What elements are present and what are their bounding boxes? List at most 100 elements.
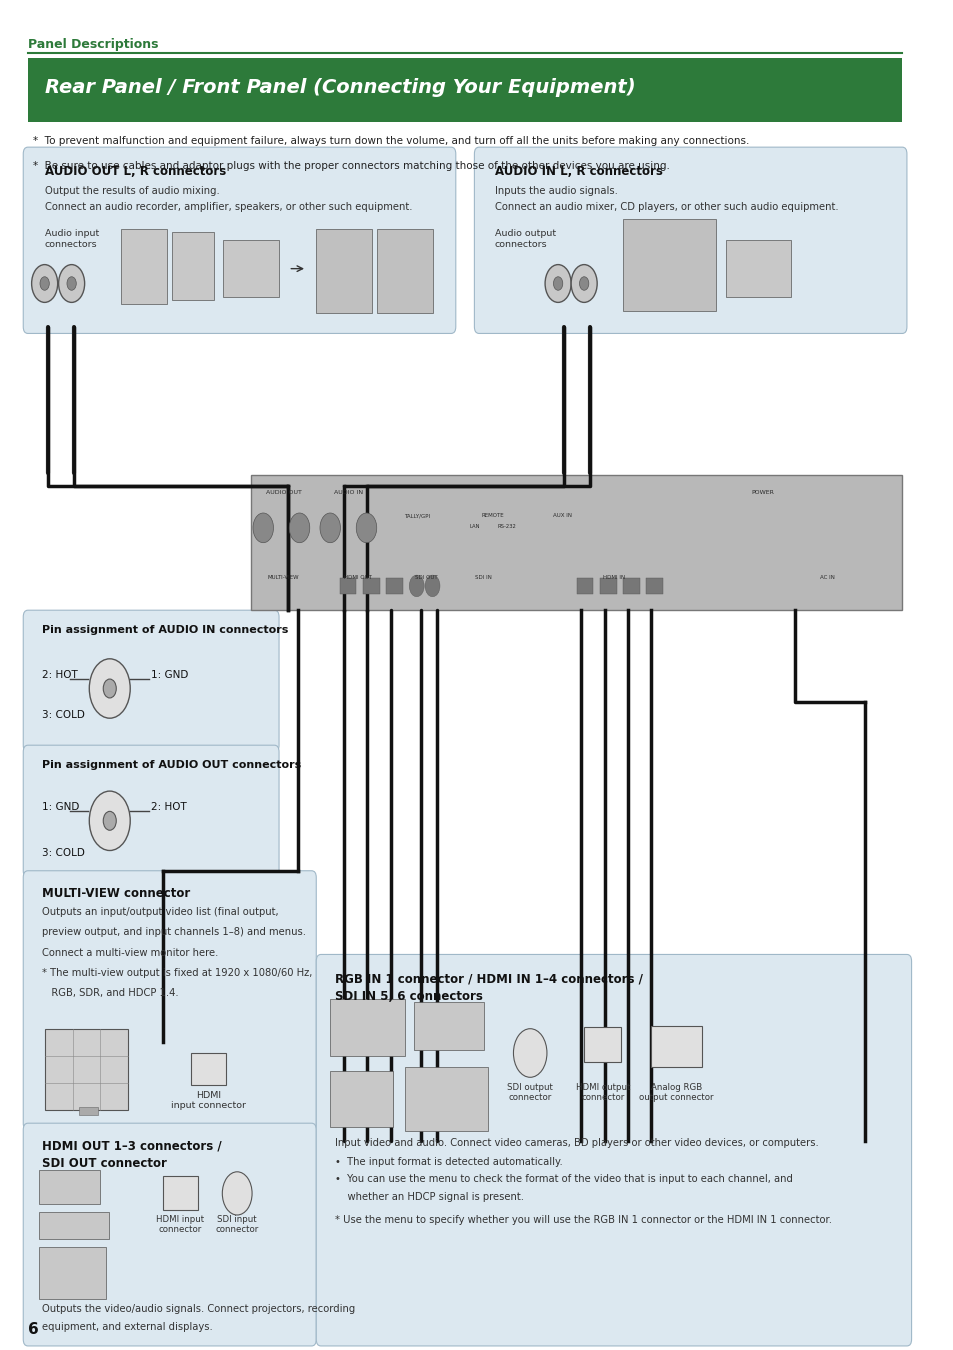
Text: HDMI
input connector: HDMI input connector — [171, 1091, 246, 1110]
Text: HDMI IN: HDMI IN — [602, 575, 624, 580]
Circle shape — [571, 265, 597, 302]
Bar — [316, 230, 372, 313]
FancyBboxPatch shape — [23, 1123, 316, 1346]
Text: MULTI-VIEW: MULTI-VIEW — [268, 575, 299, 580]
Circle shape — [553, 277, 562, 290]
Bar — [646, 578, 662, 594]
Bar — [599, 578, 616, 594]
Text: * The multi-view output is fixed at 1920 x 1080/60 Hz,: * The multi-view output is fixed at 1920… — [42, 968, 312, 977]
Text: Rear Panel / Front Panel (Connecting Your Equipment): Rear Panel / Front Panel (Connecting You… — [45, 78, 635, 97]
Circle shape — [425, 575, 439, 597]
Text: AC IN: AC IN — [820, 575, 835, 580]
Text: Analog RGB
output connector: Analog RGB output connector — [639, 1083, 713, 1102]
Text: *  To prevent malfunction and equipment failure, always turn down the volume, an: * To prevent malfunction and equipment f… — [32, 136, 748, 146]
Circle shape — [544, 265, 571, 302]
Text: MULTI-VIEW connector: MULTI-VIEW connector — [42, 887, 190, 900]
Circle shape — [90, 659, 131, 718]
Bar — [622, 578, 639, 594]
Text: LAN: LAN — [469, 524, 479, 529]
Bar — [163, 1176, 198, 1210]
Circle shape — [90, 791, 131, 850]
Text: *  Be sure to use cables and adaptor plugs with the proper connectors matching t: * Be sure to use cables and adaptor plug… — [32, 161, 669, 170]
FancyBboxPatch shape — [23, 871, 316, 1130]
Text: whether an HDCP signal is present.: whether an HDCP signal is present. — [335, 1192, 523, 1202]
Text: Pin assignment of AUDIO OUT connectors: Pin assignment of AUDIO OUT connectors — [42, 760, 301, 770]
Bar — [223, 240, 279, 297]
Bar — [404, 1066, 488, 1131]
Text: SDI input
connector: SDI input connector — [215, 1215, 258, 1234]
Text: 1: GND: 1: GND — [42, 802, 79, 813]
Bar — [172, 232, 213, 300]
Text: Audio input
connectors: Audio input connectors — [45, 230, 99, 248]
Text: AUX IN: AUX IN — [553, 513, 572, 518]
Circle shape — [409, 575, 424, 597]
Bar — [386, 578, 402, 594]
Text: preview output, and input channels 1–8) and menus.: preview output, and input channels 1–8) … — [42, 927, 306, 937]
Text: 6: 6 — [28, 1322, 39, 1336]
Text: TALLY/GPI: TALLY/GPI — [403, 513, 430, 518]
Bar — [79, 1107, 97, 1115]
Text: HDMI input
connector: HDMI input connector — [156, 1215, 204, 1234]
Text: 3: COLD: 3: COLD — [42, 848, 85, 859]
FancyBboxPatch shape — [23, 745, 279, 878]
Bar — [121, 230, 168, 304]
Text: POWER: POWER — [751, 490, 774, 495]
Text: AUDIO OUT: AUDIO OUT — [266, 490, 301, 495]
FancyBboxPatch shape — [23, 610, 279, 752]
Text: AUDIO OUT L, R connectors: AUDIO OUT L, R connectors — [45, 165, 226, 178]
Bar — [725, 240, 790, 297]
Bar — [39, 1212, 109, 1239]
Text: HDMI OUT: HDMI OUT — [344, 575, 372, 580]
Circle shape — [31, 265, 57, 302]
Circle shape — [67, 277, 76, 290]
Text: HDMI OUT 1–3 connectors /: HDMI OUT 1–3 connectors / — [42, 1139, 221, 1153]
Bar — [330, 999, 404, 1056]
Text: Connect an audio mixer, CD players, or other such audio equipment.: Connect an audio mixer, CD players, or o… — [495, 202, 838, 212]
Text: equipment, and external displays.: equipment, and external displays. — [42, 1322, 213, 1331]
Text: RGB, SDR, and HDCP 1.4.: RGB, SDR, and HDCP 1.4. — [42, 988, 178, 998]
Text: •  You can use the menu to check the format of the video that is input to each c: • You can use the menu to check the form… — [335, 1174, 792, 1184]
Bar — [39, 1247, 106, 1299]
Circle shape — [58, 265, 85, 302]
Text: SDI IN: SDI IN — [475, 575, 492, 580]
Text: Audio output
connectors: Audio output connectors — [495, 230, 556, 248]
Text: RS-232: RS-232 — [497, 524, 516, 529]
Text: Output the results of audio mixing.: Output the results of audio mixing. — [45, 186, 219, 196]
Bar — [330, 1071, 393, 1127]
Text: 2: HOT: 2: HOT — [42, 670, 77, 680]
Text: RGB IN 1 connector / HDMI IN 1–4 connectors /: RGB IN 1 connector / HDMI IN 1–4 connect… — [335, 972, 642, 986]
Text: HDMI output
connector: HDMI output connector — [575, 1083, 629, 1102]
Text: REMOTE: REMOTE — [481, 513, 504, 518]
Bar — [191, 1053, 226, 1085]
Bar — [362, 578, 379, 594]
Circle shape — [222, 1172, 252, 1215]
Bar — [622, 219, 716, 310]
Text: AUDIO IN: AUDIO IN — [334, 490, 363, 495]
Circle shape — [40, 277, 50, 290]
Circle shape — [578, 277, 588, 290]
Circle shape — [513, 1029, 546, 1077]
Text: SDI IN 5, 6 connectors: SDI IN 5, 6 connectors — [335, 990, 482, 1003]
Circle shape — [253, 513, 274, 543]
Text: AUDIO IN L, R connectors: AUDIO IN L, R connectors — [495, 165, 662, 178]
FancyBboxPatch shape — [474, 147, 906, 333]
Text: Connect a multi-view monitor here.: Connect a multi-view monitor here. — [42, 948, 218, 957]
Text: SDI OUT: SDI OUT — [415, 575, 436, 580]
Text: 1: GND: 1: GND — [151, 670, 188, 680]
FancyBboxPatch shape — [23, 147, 456, 333]
Text: •  The input format is detected automatically.: • The input format is detected automatic… — [335, 1157, 562, 1166]
Text: Panel Descriptions: Panel Descriptions — [28, 38, 158, 51]
Bar — [414, 1002, 483, 1050]
Circle shape — [289, 513, 310, 543]
Bar — [339, 578, 355, 594]
Text: Input video and audio. Connect video cameras, BD players or other video devices,: Input video and audio. Connect video cam… — [335, 1138, 818, 1148]
Text: Inputs the audio signals.: Inputs the audio signals. — [495, 186, 618, 196]
Text: Connect an audio recorder, amplifier, speakers, or other such equipment.: Connect an audio recorder, amplifier, sp… — [45, 202, 412, 212]
Circle shape — [319, 513, 340, 543]
Circle shape — [103, 811, 116, 830]
Text: 3: COLD: 3: COLD — [42, 710, 85, 721]
Text: SDI output
connector: SDI output connector — [507, 1083, 553, 1102]
Circle shape — [103, 679, 116, 698]
Text: SDI OUT connector: SDI OUT connector — [42, 1157, 167, 1170]
Text: Outputs the video/audio signals. Connect projectors, recording: Outputs the video/audio signals. Connect… — [42, 1304, 355, 1314]
